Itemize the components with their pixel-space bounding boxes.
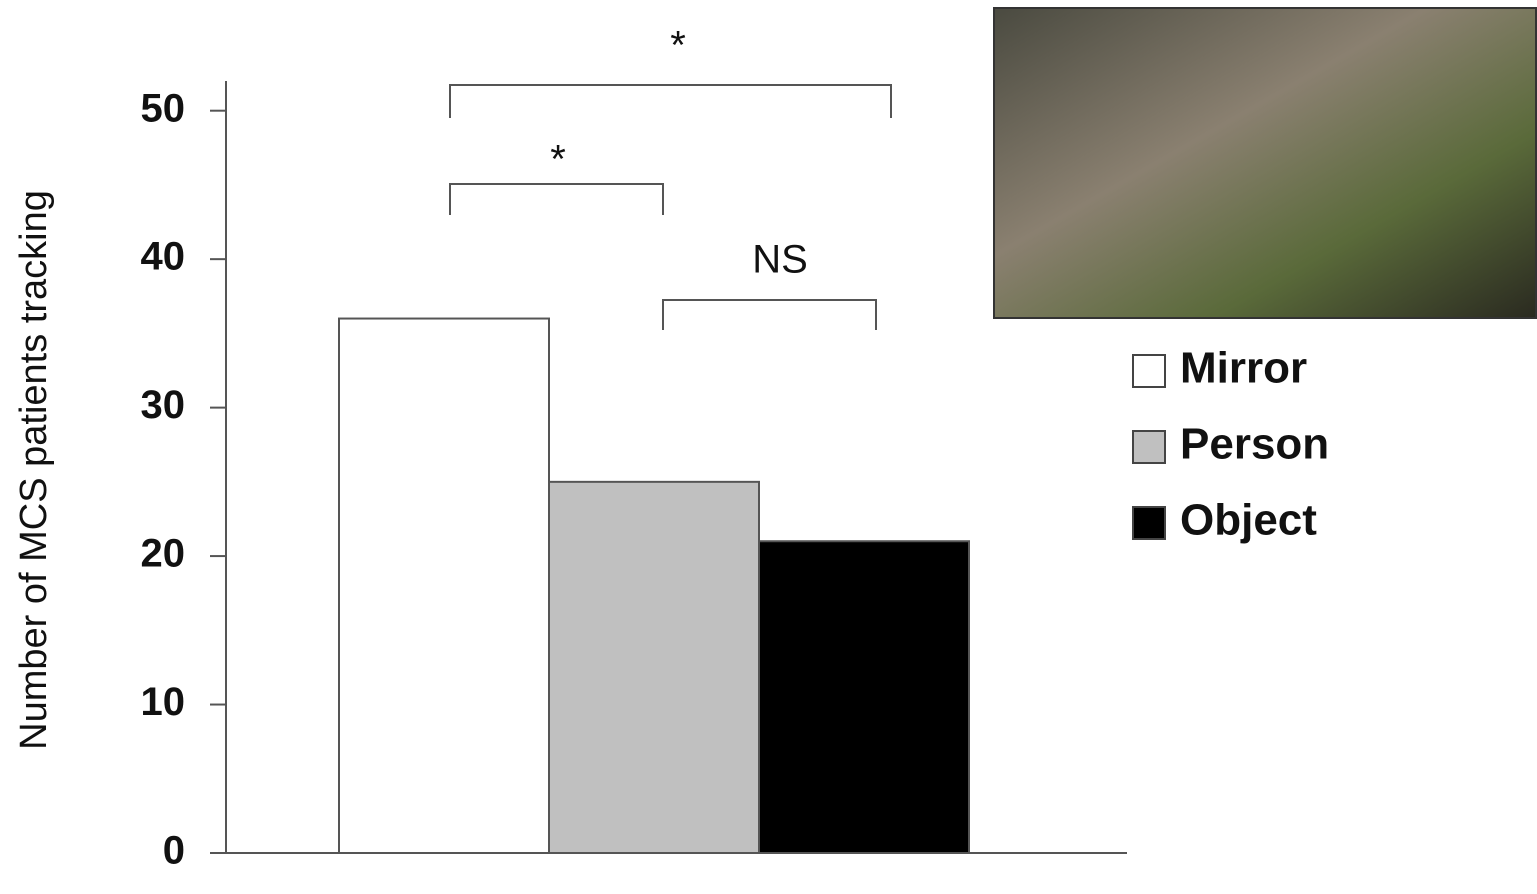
bar: [338, 317, 550, 854]
y-tick-label: 30: [141, 383, 186, 427]
legend-swatch: [1132, 430, 1166, 464]
y-tick-label: 0: [163, 829, 185, 873]
bar: [548, 480, 760, 854]
annotation: *: [670, 24, 686, 68]
bracket: [662, 299, 877, 330]
legend-label: Mirror: [1180, 344, 1307, 393]
legend-label: Person: [1180, 420, 1329, 469]
bracket: [449, 183, 664, 215]
annotation: *: [550, 138, 566, 182]
y-tick-label: 10: [141, 680, 186, 724]
annotation: NS: [752, 238, 808, 282]
y-tick-label: 20: [141, 532, 186, 576]
y-tick-label: 50: [141, 86, 186, 130]
photo: [993, 7, 1537, 319]
legend-swatch: [1132, 506, 1166, 540]
bracket: [449, 84, 892, 118]
y-tick-label: 40: [141, 235, 186, 279]
legend-swatch: [1132, 354, 1166, 388]
y-axis-label: Number of MCS patients tracking: [13, 190, 55, 750]
bar: [758, 540, 970, 854]
legend-label: Object: [1180, 496, 1317, 545]
